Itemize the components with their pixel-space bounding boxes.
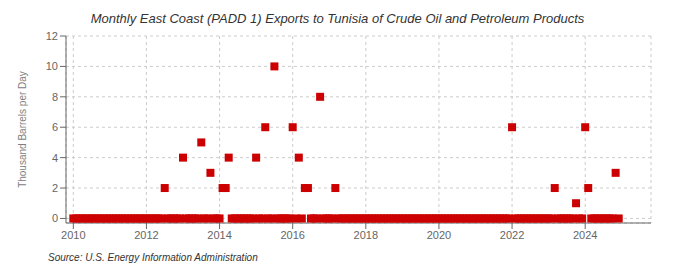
svg-text:4: 4 [52, 152, 58, 164]
svg-text:2022: 2022 [500, 229, 524, 241]
svg-text:2016: 2016 [280, 229, 304, 241]
svg-text:2010: 2010 [61, 229, 85, 241]
svg-text:2014: 2014 [207, 229, 231, 241]
svg-text:2: 2 [52, 182, 58, 194]
svg-text:2018: 2018 [354, 229, 378, 241]
svg-text:0: 0 [52, 212, 58, 224]
svg-text:8: 8 [52, 91, 58, 103]
svg-text:2024: 2024 [573, 229, 597, 241]
svg-text:Thousand Barrels per Day: Thousand Barrels per Day [17, 71, 28, 188]
svg-text:2012: 2012 [134, 229, 158, 241]
svg-text:10: 10 [46, 60, 58, 72]
html-text:Source: U.S. Energy Informatio: Source: U.S. Energy Information Administ… [48, 252, 258, 263]
html-text:Monthly East Coast (PADD 1) Ex: Monthly East Coast (PADD 1) Exports to T… [90, 11, 585, 26]
svg-text:6: 6 [52, 121, 58, 133]
svg-text:2020: 2020 [427, 229, 451, 241]
svg-text:12: 12 [46, 30, 58, 42]
